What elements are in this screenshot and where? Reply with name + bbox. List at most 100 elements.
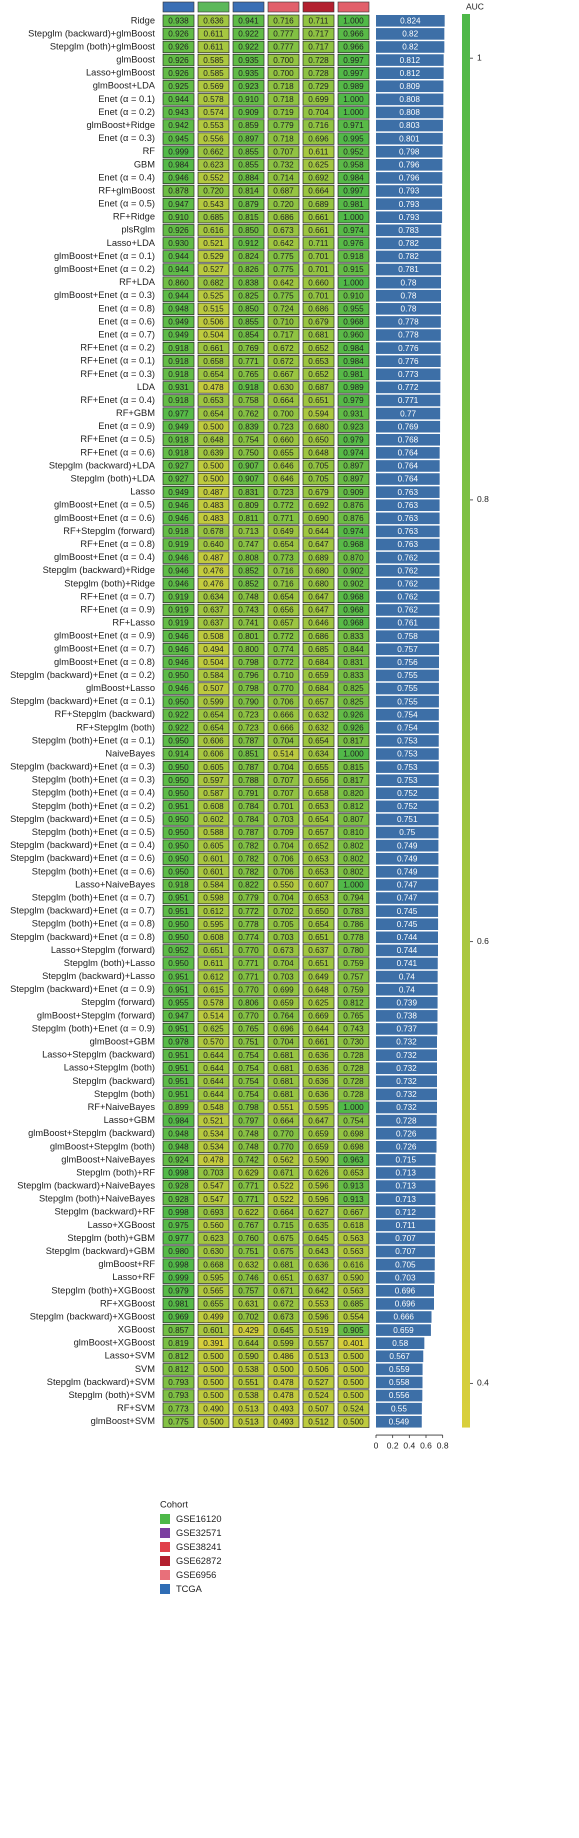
row-label: Enet (α = 0.3) [98, 133, 155, 143]
cell-label: 0.636 [308, 1260, 329, 1269]
cell-label: 0.944 [168, 95, 189, 104]
heatmap-cell [337, 577, 370, 590]
cell-label: 0.601 [203, 854, 224, 863]
cell-label: 0.651 [308, 396, 329, 405]
heatmap-cell [197, 1350, 230, 1363]
cell-label: 0.560 [203, 1221, 224, 1230]
cell-label: 0.689 [308, 553, 329, 562]
cell-label: 0.630 [273, 383, 294, 392]
row-label: glmBoost+RF [98, 1259, 155, 1269]
heatmap-cell [232, 918, 265, 931]
cell-label: 0.599 [273, 1339, 294, 1348]
cell-label: 0.648 [203, 435, 224, 444]
cell-label: 0.831 [238, 488, 259, 497]
heatmap-cell [197, 1088, 230, 1101]
cell-label: 0.565 [203, 1286, 224, 1295]
heatmap-cell [337, 1127, 370, 1140]
heatmap-cell [302, 197, 335, 211]
heatmap-cell [267, 944, 300, 957]
heatmap-cell [162, 616, 195, 630]
cell-label: 0.547 [203, 1182, 224, 1191]
mean-bar [376, 892, 439, 904]
cell-label: 0.500 [203, 475, 224, 484]
legend-swatch [160, 1570, 170, 1580]
heatmap-cell [267, 119, 300, 132]
mean-label: 0.753 [397, 737, 418, 746]
cell-label: 0.654 [203, 409, 224, 418]
cell-label: 0.651 [308, 933, 329, 942]
heatmap-cell [337, 1376, 370, 1389]
row-label: glmBoost+Enet (α = 0.6) [54, 513, 155, 523]
row-label: Stepglm (backward)+Enet (α = 0.8) [10, 932, 155, 942]
heatmap-cell [302, 1048, 335, 1062]
cell-label: 0.709 [273, 828, 294, 837]
heatmap-cell [302, 433, 335, 446]
heatmap-cell [337, 1166, 370, 1180]
cell-label: 0.946 [168, 645, 189, 654]
cell-label: 0.723 [273, 488, 294, 497]
heatmap-cell [267, 656, 300, 669]
heatmap-cell [302, 616, 335, 630]
cell-label: 0.661 [308, 1038, 329, 1047]
mean-bar [376, 1075, 437, 1088]
cell-label: 0.899 [168, 1103, 189, 1112]
cell-label: 0.968 [343, 540, 364, 549]
row-label: RF+GBM [116, 408, 155, 418]
heatmap-cell [232, 904, 265, 918]
legend-swatch [160, 1542, 170, 1552]
cell-label: 0.855 [238, 318, 259, 327]
heatmap-cell [162, 341, 195, 355]
heatmap-cell [302, 1062, 335, 1075]
heatmap-cell [197, 27, 230, 41]
heatmap-cell [232, 996, 265, 1009]
heatmap-cell [197, 80, 230, 93]
cell-label: 0.770 [273, 1142, 294, 1151]
cell-label: 0.925 [168, 82, 189, 91]
heatmap-cell [267, 904, 300, 918]
heatmap-cell [162, 577, 195, 590]
cell-label: 0.979 [343, 396, 364, 405]
heatmap-cell [197, 237, 230, 250]
heatmap-cell [302, 630, 335, 643]
heatmap-cell [267, 211, 300, 224]
heatmap-cell [232, 276, 265, 289]
heatmap-cell [337, 813, 370, 826]
row-label: Lasso+Stepglm (forward) [51, 945, 155, 955]
cell-label: 0.930 [168, 239, 189, 248]
cell-label: 0.919 [168, 606, 189, 615]
cell-label: 0.585 [203, 69, 224, 78]
heatmap-cell [267, 643, 300, 656]
cell-label: 0.685 [308, 645, 329, 654]
mean-label: 0.744 [397, 933, 418, 942]
heatmap-cell [267, 407, 300, 420]
heatmap-cell [197, 839, 230, 852]
heatmap-cell [232, 1035, 265, 1049]
cell-label: 0.527 [308, 1378, 329, 1387]
mean-label: 0.74 [399, 985, 415, 994]
mean-bar [376, 551, 440, 564]
x-tick-label: 0.6 [420, 1440, 432, 1450]
cell-label: 0.976 [343, 239, 364, 248]
heatmap-cell [232, 433, 265, 446]
heatmap-cell [302, 132, 335, 145]
heatmap-cell [267, 826, 300, 839]
heatmap-cell [302, 27, 335, 41]
row-label: Enet (α = 0.4) [98, 172, 155, 182]
heatmap-cell [162, 381, 195, 394]
cell-label: 0.500 [343, 1352, 364, 1361]
cell-label: 0.490 [203, 1404, 224, 1413]
cell-label: 0.704 [308, 108, 329, 117]
heatmap-cell [197, 734, 230, 748]
row-label: Stepglm (backward)+GBM [46, 1246, 155, 1256]
row-label: Stepglm (both)+Enet (α = 0.4) [32, 788, 155, 798]
heatmap-cell [162, 1009, 195, 1023]
cell-label: 0.701 [273, 802, 294, 811]
cell-label: 0.630 [203, 1247, 224, 1256]
heatmap-cell [302, 656, 335, 669]
heatmap-cell [232, 1062, 265, 1075]
mean-label: 0.78 [401, 305, 417, 314]
cell-label: 0.653 [308, 868, 329, 877]
heatmap-cell [162, 328, 195, 342]
mean-bar [376, 577, 440, 590]
heatmap-cell [302, 184, 335, 198]
